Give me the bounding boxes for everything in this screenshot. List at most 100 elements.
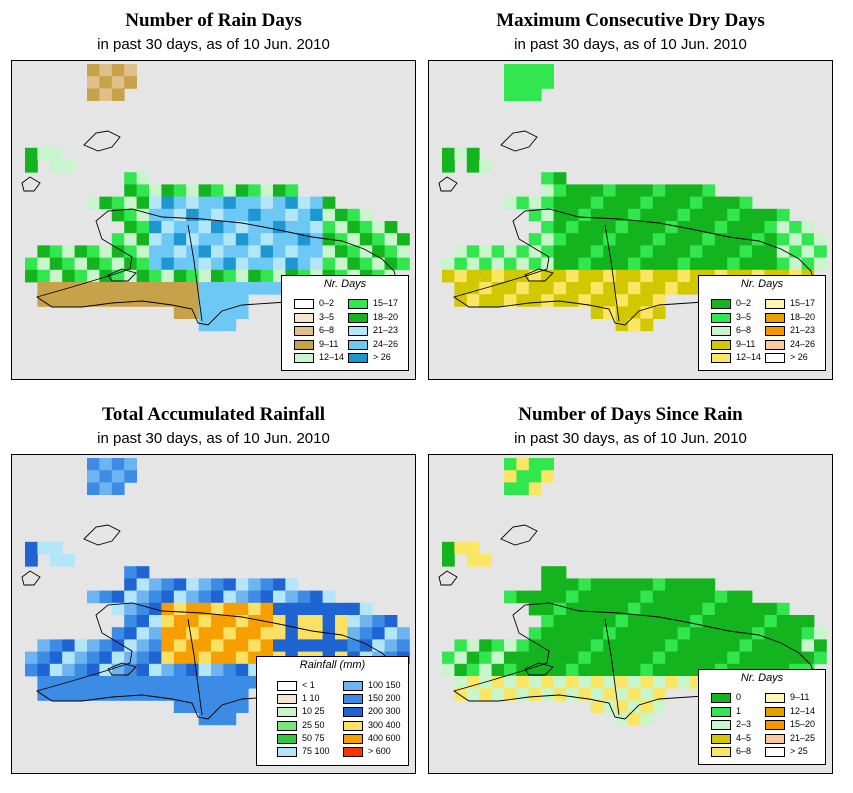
grid-cell bbox=[173, 639, 187, 652]
grid-cell bbox=[74, 651, 88, 665]
grid-cell bbox=[590, 639, 604, 652]
grid-cell bbox=[652, 196, 666, 210]
grid-cell bbox=[702, 184, 716, 197]
grid-cell bbox=[628, 590, 641, 604]
grid-cell bbox=[764, 602, 778, 616]
grid-cell bbox=[248, 578, 261, 591]
grid-cell bbox=[776, 639, 790, 652]
grid-cell bbox=[541, 294, 554, 307]
grid-cell bbox=[528, 245, 542, 258]
grid-cell bbox=[198, 306, 212, 319]
grid-cell bbox=[260, 245, 274, 258]
grid-cell bbox=[628, 663, 641, 677]
map-grid bbox=[21, 64, 410, 332]
grid-cell bbox=[235, 615, 249, 628]
grid-cell bbox=[504, 196, 517, 210]
grid-cell bbox=[198, 318, 212, 332]
grid-cell bbox=[384, 639, 398, 652]
map-legend: Nr. Days 0–2 3–5 6–8 9–11 12–14 15–17 18–20 21–… bbox=[281, 275, 409, 371]
grid-cell bbox=[702, 651, 716, 665]
legend-swatch bbox=[343, 707, 363, 718]
grid-cell bbox=[615, 233, 629, 246]
grid-cell bbox=[640, 282, 654, 295]
grid-cell bbox=[161, 257, 175, 271]
grid-cell bbox=[801, 257, 815, 271]
grid-cell bbox=[87, 482, 100, 495]
legend-swatch bbox=[765, 733, 785, 744]
grid-cell bbox=[186, 306, 199, 319]
grid-cell bbox=[124, 590, 137, 604]
grid-cell bbox=[136, 294, 150, 307]
grid-cell bbox=[49, 688, 63, 701]
grid-cell bbox=[223, 688, 237, 701]
grid-cell bbox=[285, 245, 299, 258]
grid-cell bbox=[640, 639, 654, 652]
grid-cell bbox=[776, 245, 790, 258]
grid-cell bbox=[454, 651, 468, 665]
legend-swatch bbox=[711, 312, 731, 323]
grid-cell bbox=[186, 590, 199, 604]
grid-cell bbox=[739, 590, 753, 604]
grid-cell bbox=[186, 688, 199, 701]
grid-cell bbox=[124, 688, 137, 701]
grid-cell bbox=[578, 676, 592, 689]
grid-cell bbox=[211, 615, 224, 628]
grid-cell bbox=[727, 602, 740, 616]
legend-label: 200 300 bbox=[368, 706, 401, 717]
grid-cell bbox=[652, 184, 666, 197]
grid-cell bbox=[640, 688, 654, 701]
grid-cell bbox=[690, 651, 703, 665]
grid-cell bbox=[359, 639, 373, 652]
grid-cell bbox=[161, 184, 175, 197]
grid-cell bbox=[161, 269, 175, 283]
grid-cell bbox=[764, 639, 778, 652]
grid-cell bbox=[504, 482, 517, 495]
legend-swatch bbox=[348, 312, 368, 323]
grid-cell bbox=[37, 245, 51, 258]
grid-cell bbox=[764, 651, 778, 665]
grid-cell bbox=[198, 688, 212, 701]
grid-cell bbox=[516, 663, 530, 677]
grid-cell bbox=[516, 676, 530, 689]
grid-cell bbox=[124, 602, 137, 616]
grid-cell bbox=[310, 257, 323, 271]
legend-swatch bbox=[765, 706, 785, 717]
grid-cell bbox=[173, 282, 187, 295]
grid-cell bbox=[652, 578, 666, 591]
grid-cell bbox=[149, 590, 162, 604]
grid-cell bbox=[99, 64, 113, 77]
grid-cell bbox=[149, 294, 162, 307]
grid-cell bbox=[335, 639, 348, 652]
grid-cell bbox=[528, 88, 542, 101]
grid-cell bbox=[310, 233, 323, 246]
legend-label: 18–20 bbox=[790, 311, 816, 322]
grid-cell bbox=[504, 458, 517, 471]
grid-cell bbox=[211, 688, 224, 701]
grid-cell bbox=[335, 602, 348, 616]
grid-cell bbox=[37, 676, 51, 689]
coastline bbox=[452, 602, 818, 720]
grid-cell bbox=[553, 282, 567, 295]
grid-cell bbox=[665, 578, 678, 591]
grid-cell bbox=[359, 602, 373, 616]
grid-cell bbox=[62, 663, 75, 677]
grid-cell bbox=[347, 245, 361, 258]
grid-cell bbox=[37, 282, 51, 295]
grid-cell bbox=[99, 88, 113, 101]
legend-label: 12–14 bbox=[790, 705, 816, 716]
grid-cell bbox=[372, 615, 385, 628]
grid-cell bbox=[590, 282, 604, 295]
grid-cell bbox=[248, 602, 261, 616]
grid-cell bbox=[640, 318, 654, 332]
grid-cell bbox=[814, 233, 827, 246]
grid-cell bbox=[690, 257, 703, 271]
grid-cell bbox=[603, 615, 616, 628]
grid-cell bbox=[566, 269, 579, 283]
grid-cell bbox=[223, 184, 237, 197]
grid-cell bbox=[99, 245, 113, 258]
grid-cell bbox=[99, 651, 113, 665]
grid-cell bbox=[211, 602, 224, 616]
grid-cell bbox=[25, 147, 38, 161]
grid-cell bbox=[553, 663, 567, 677]
grid-cell bbox=[211, 663, 224, 677]
